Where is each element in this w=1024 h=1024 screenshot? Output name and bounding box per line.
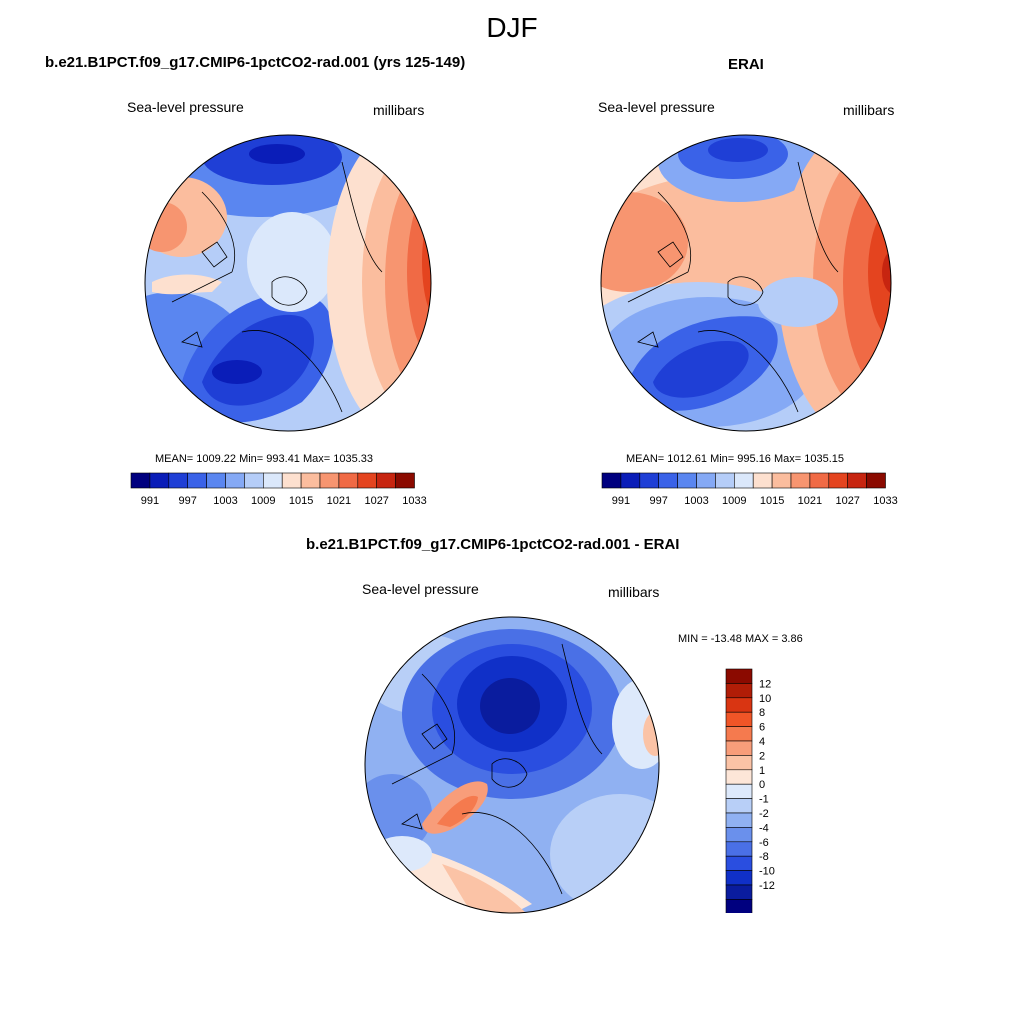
model-colorbar-swatch — [225, 472, 245, 489]
model-colorbar-tick-label: 1027 — [364, 495, 388, 507]
model-colorbar-swatch — [357, 472, 378, 489]
diff-colorbar-tick-label: -6 — [759, 837, 769, 849]
diff-colorbar-tick-label: 1 — [759, 765, 765, 777]
obs-colorbar-tick-label: 1009 — [722, 495, 746, 507]
figure-season-title: DJF — [486, 12, 538, 43]
obs-colorbar-tick-label: 1021 — [798, 495, 822, 507]
obs-colorbar-swatch — [771, 472, 792, 489]
diff-colorbar-tick-label: -8 — [759, 851, 769, 863]
model-colorbar-tick-label: 1021 — [327, 495, 351, 507]
diff-colorbar-tick-label: 4 — [759, 736, 765, 748]
diff-colorbar-tick-label: 0 — [759, 779, 765, 791]
obs-colorbar-swatch — [639, 472, 659, 489]
diff-colorbar-tick-label: 12 — [759, 678, 771, 690]
diff-colorbar-swatch — [725, 711, 753, 727]
diff-colorbar-tick-label: 10 — [759, 693, 771, 705]
model-colorbar-swatch — [319, 472, 340, 489]
model-colorbar-swatch — [168, 472, 188, 489]
model-colorbar-swatch — [263, 472, 283, 489]
model-colorbar-swatch — [206, 472, 226, 489]
obs-variable-label: Sea-level pressure — [598, 99, 715, 115]
model-colorbar-tick-label: 997 — [179, 495, 197, 507]
diff-colorbar-swatch — [725, 683, 753, 699]
obs-colorbar-tick-label: 1033 — [873, 495, 897, 507]
diff-colorbar-swatch — [725, 855, 753, 871]
diff-colorbar-swatch — [725, 798, 753, 814]
obs-colorbar-swatch — [658, 472, 678, 489]
diff-colorbar-tick-label: -4 — [759, 822, 769, 834]
model-colorbar-swatch — [300, 472, 321, 489]
obs-colorbar-swatch — [809, 472, 830, 489]
diff-colorbar-tick-label: -2 — [759, 808, 769, 820]
model-colorbar-tick-label: 1015 — [289, 495, 313, 507]
model-colorbar-swatch — [281, 472, 302, 489]
diff-colorbar-swatch — [725, 726, 753, 742]
diff-colorbar-swatch — [725, 697, 753, 713]
diff-colorbar-swatch — [725, 884, 753, 900]
diff-polar-map — [364, 616, 660, 914]
obs-colorbar-swatch — [601, 472, 622, 489]
diff-panel-title: b.e21.B1PCT.f09_g17.CMIP6-1pctCO2-rad.00… — [306, 536, 680, 553]
model-units-label: millibars — [373, 102, 425, 118]
model-colorbar-tick-label: 1033 — [402, 495, 426, 507]
obs-stats: MEAN= 1012.61 Min= 995.16 Max= 1035.15 — [626, 453, 845, 465]
obs-colorbar-tick-label: 997 — [650, 495, 668, 507]
diff-colorbar-tick-label: -10 — [759, 866, 775, 878]
obs-colorbar-swatch — [715, 472, 735, 489]
model-colorbar-swatch — [395, 472, 415, 489]
obs-colorbar-swatch — [752, 472, 773, 489]
diff-colorbar-tick-label: 8 — [759, 707, 765, 719]
model-colorbar-tick-label: 991 — [141, 495, 159, 507]
obs-polar-map — [600, 134, 892, 432]
model-colorbar: 991 997 1003 1009 1015 1021 1027 1033 — [130, 472, 427, 507]
diff-colorbar-swatch — [725, 812, 753, 828]
model-colorbar-swatch — [187, 472, 207, 489]
obs-colorbar-tick-label: 1003 — [684, 495, 708, 507]
obs-colorbar: 991 997 1003 1009 1015 1021 1027 1033 — [601, 472, 898, 507]
obs-colorbar-tick-label: 1015 — [760, 495, 784, 507]
model-colorbar-swatch — [130, 472, 151, 489]
diff-units-label: millibars — [608, 584, 660, 600]
diff-stats: MIN = -13.48 MAX = 3.86 — [678, 633, 803, 645]
diff-colorbar-tick-label: -1 — [759, 794, 769, 806]
obs-colorbar-swatch — [734, 472, 754, 489]
obs-colorbar-swatch — [828, 472, 849, 489]
obs-colorbar-swatch — [677, 472, 697, 489]
model-panel-title: b.e21.B1PCT.f09_g17.CMIP6-1pctCO2-rad.00… — [45, 54, 466, 71]
obs-colorbar-tick-label: 991 — [612, 495, 630, 507]
model-colorbar-swatch — [376, 472, 396, 489]
model-stats: MEAN= 1009.22 Min= 993.41 Max= 1035.33 — [155, 453, 374, 465]
diff-colorbar-swatch — [725, 740, 753, 756]
model-variable-label: Sea-level pressure — [127, 99, 244, 115]
diff-colorbar-swatch — [725, 827, 753, 843]
obs-colorbar-swatch — [620, 472, 641, 489]
diff-colorbar-swatch — [725, 755, 753, 771]
obs-colorbar-tick-label: 1027 — [835, 495, 859, 507]
diff-colorbar-swatch — [725, 668, 753, 684]
diff-colorbar-tick-label: 2 — [759, 750, 765, 762]
diff-colorbar-swatch — [725, 769, 753, 785]
model-polar-map — [144, 134, 432, 432]
model-colorbar-swatch — [338, 472, 359, 489]
obs-colorbar-swatch — [696, 472, 716, 489]
diff-variable-label: Sea-level pressure — [362, 581, 479, 597]
diff-colorbar-tick-label: 6 — [759, 722, 765, 734]
obs-colorbar-swatch — [866, 472, 886, 489]
obs-panel-title: ERAI — [728, 56, 764, 73]
diff-colorbar-swatch — [725, 870, 753, 886]
model-colorbar-swatch — [244, 472, 264, 489]
obs-units-label: millibars — [843, 102, 895, 118]
diff-colorbar-swatch — [725, 841, 753, 857]
diff-colorbar-swatch — [725, 899, 753, 913]
diff-colorbar-swatch — [725, 783, 753, 799]
model-colorbar-swatch — [149, 472, 170, 489]
obs-colorbar-swatch — [790, 472, 811, 489]
obs-colorbar-swatch — [847, 472, 867, 489]
model-colorbar-tick-label: 1009 — [251, 495, 275, 507]
model-colorbar-tick-label: 1003 — [213, 495, 237, 507]
diff-colorbar-tick-label: -12 — [759, 880, 775, 892]
